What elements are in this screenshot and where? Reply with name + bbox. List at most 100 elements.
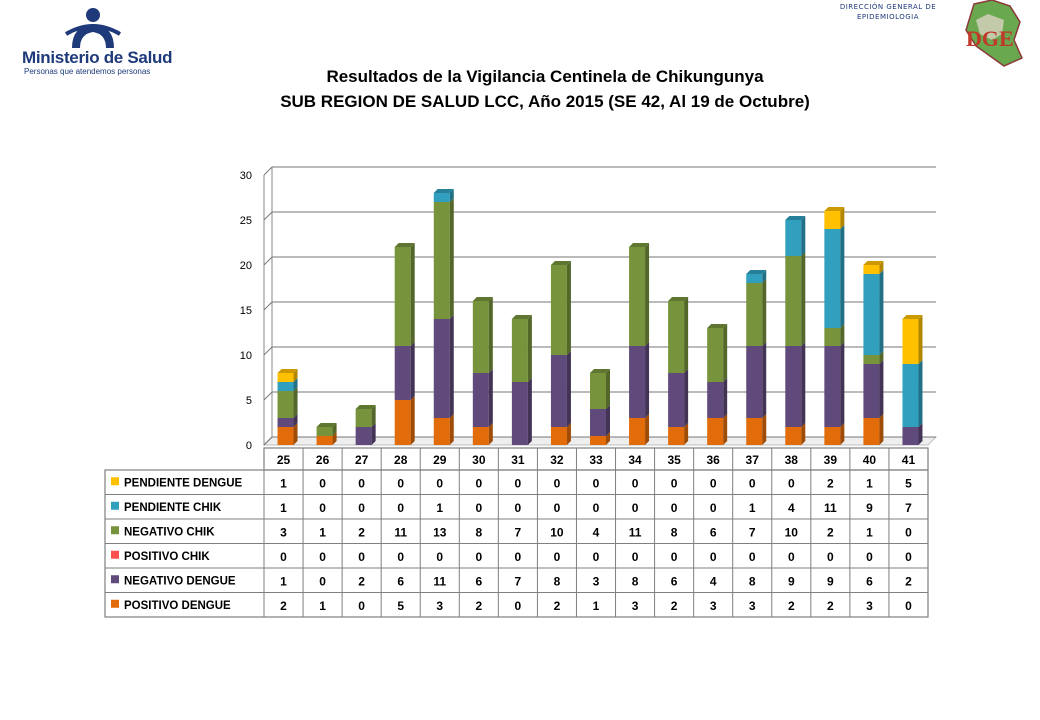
bar-segment	[824, 346, 841, 427]
table-value: 0	[671, 550, 678, 564]
table-value: 0	[905, 599, 912, 613]
bar-segment	[472, 301, 489, 373]
table-value: 1	[319, 599, 326, 613]
gridline-diag	[263, 166, 273, 176]
bar-segment-side	[801, 252, 806, 346]
bar-top-cap	[824, 207, 845, 211]
bar-segment	[863, 355, 880, 364]
table-value: 0	[671, 476, 678, 490]
table-value: 5	[905, 476, 912, 490]
bar-segment	[550, 355, 567, 427]
bar-top-cap	[590, 369, 610, 373]
bar-segment	[746, 283, 763, 346]
table-value: 2	[788, 599, 795, 613]
table-value: 2	[554, 599, 561, 613]
bar-segment-side	[645, 342, 650, 418]
bar-segment-side	[293, 378, 298, 391]
ministry-tagline: Personas que atendemos personas	[24, 67, 151, 76]
table-value: 2	[671, 599, 678, 613]
bar-segment	[277, 391, 294, 418]
bar-segment-side	[293, 387, 298, 418]
bar-segment-side	[840, 225, 845, 328]
bar-segment	[433, 202, 450, 319]
table-value: 0	[866, 550, 873, 564]
table-value: 11	[824, 501, 837, 515]
bar-segment	[590, 409, 606, 436]
bar-segment	[902, 427, 919, 445]
table-value: 1	[319, 525, 326, 539]
bar-segment	[863, 274, 880, 355]
table-value: 7	[515, 574, 522, 588]
table-value: 1	[593, 599, 600, 613]
table-value: 1	[866, 525, 873, 539]
bar-segment-side	[840, 423, 845, 445]
bar-segment	[863, 418, 880, 445]
table-value: 6	[397, 574, 404, 588]
table-value: 7	[905, 501, 912, 515]
legend-swatch	[111, 599, 119, 608]
bar-segment	[785, 256, 802, 346]
table-value: 2	[358, 574, 365, 588]
table-value: 0	[319, 574, 326, 588]
bar-segment	[668, 373, 685, 427]
table-value: 2	[475, 599, 482, 613]
ministry-emblem-icon	[64, 8, 122, 48]
x-category-label: 37	[746, 453, 760, 467]
bar-top-cap	[785, 216, 806, 220]
bar-segment-side	[566, 423, 571, 445]
table-value: 0	[593, 550, 600, 564]
peru-map-icon: DGE	[965, 0, 1023, 67]
bar-segment	[394, 400, 411, 445]
table-value: 2	[827, 599, 834, 613]
table-value: 3	[866, 599, 873, 613]
table-value: 2	[827, 525, 834, 539]
bar-segment-side	[488, 423, 493, 445]
bar-segment-side	[762, 270, 767, 283]
table-value: 0	[358, 501, 365, 515]
table-value: 0	[319, 501, 326, 515]
x-category-label: 41	[902, 453, 916, 467]
table-value: 0	[632, 550, 639, 564]
bar-top-cap	[511, 315, 532, 319]
x-category-label: 35	[667, 453, 681, 467]
bar-segment-side	[410, 396, 415, 445]
table-value: 0	[280, 550, 287, 564]
bar-segment-side	[723, 378, 728, 418]
x-category-label: 28	[394, 453, 408, 467]
table-value: 6	[710, 525, 717, 539]
bar-segment	[433, 418, 450, 445]
table-value: 2	[280, 599, 287, 613]
bar-segment	[785, 427, 802, 445]
bar-segment	[707, 328, 724, 382]
bar-segment-side	[918, 360, 923, 427]
table-value: 0	[475, 501, 482, 515]
bar-segment	[433, 319, 450, 418]
bar-segment	[433, 193, 450, 202]
bar-segment-side	[371, 423, 376, 445]
bar-segment-side	[879, 360, 884, 418]
table-value: 0	[788, 550, 795, 564]
table-value: 1	[280, 574, 287, 588]
bar-segment-side	[449, 198, 454, 319]
table-value: 2	[358, 525, 365, 539]
table-value: 1	[280, 501, 287, 515]
dge-logo-letters: DGE	[966, 26, 1014, 51]
bar-segment-side	[723, 324, 728, 382]
bar-top-cap	[394, 243, 415, 247]
bar-segment-side	[488, 369, 493, 427]
x-category-label: 29	[433, 453, 447, 467]
table-value: 0	[593, 476, 600, 490]
bar-segment	[629, 346, 646, 418]
bar-top-cap	[550, 261, 571, 265]
bar-segment-side	[801, 423, 806, 445]
bar-top-cap	[668, 297, 689, 301]
table-value: 4	[593, 525, 600, 539]
table-value: 0	[319, 550, 326, 564]
dge-line-2: EPIDEMIOLOGIA	[856, 13, 920, 21]
bar-segment-side	[879, 351, 884, 364]
bar-segment	[707, 382, 724, 418]
table-value: 11	[433, 574, 446, 588]
bar-segment-side	[918, 423, 923, 445]
table-value: 8	[749, 574, 756, 588]
bar-segment-side	[449, 414, 454, 445]
